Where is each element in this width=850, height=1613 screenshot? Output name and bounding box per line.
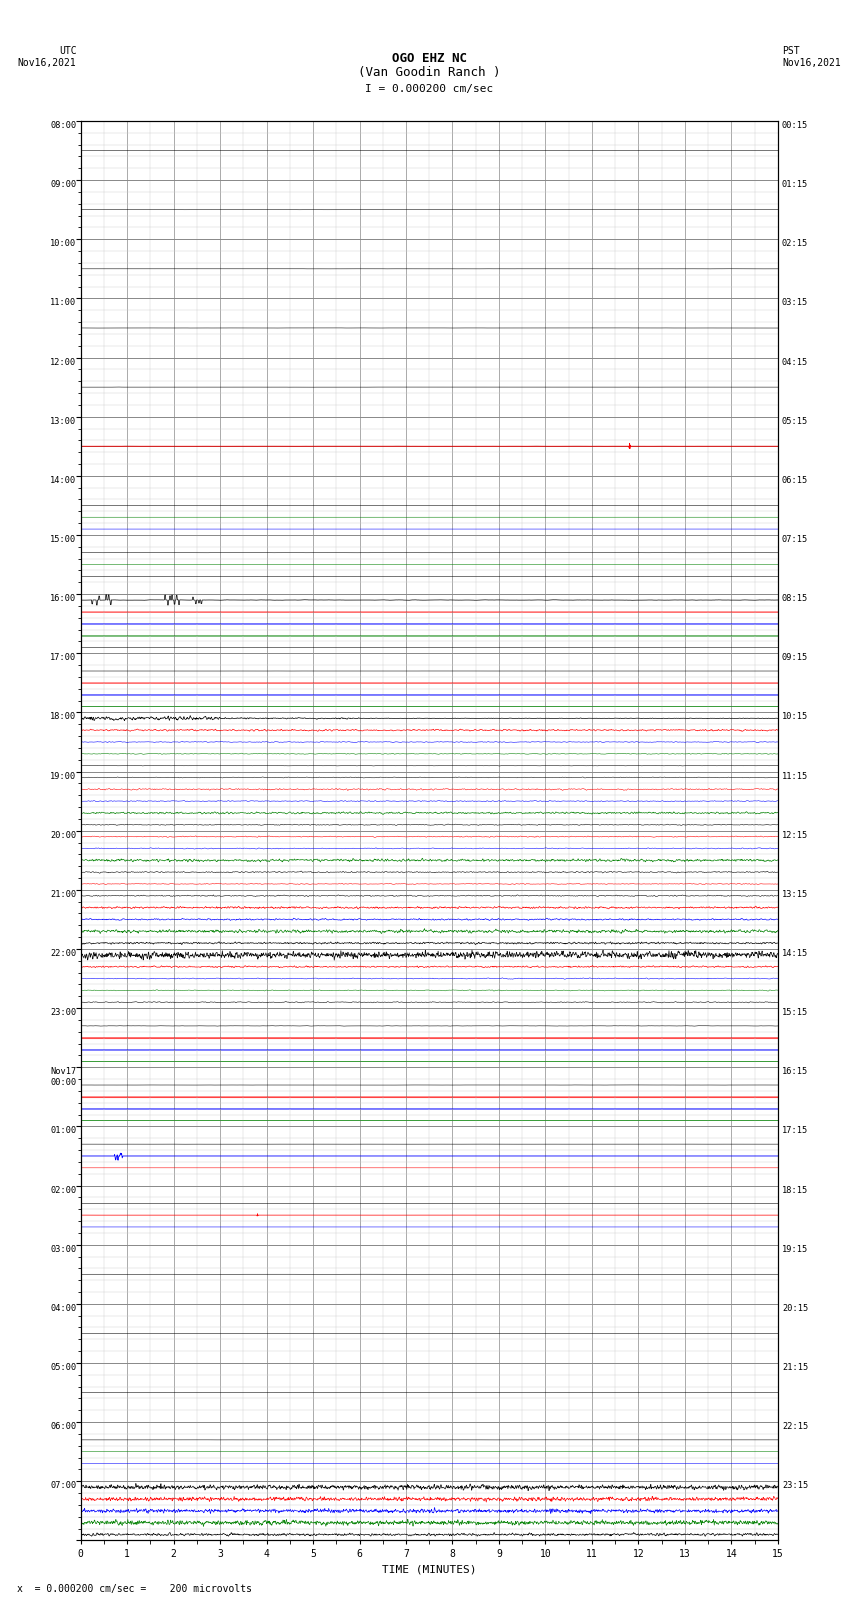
- Text: 03:15: 03:15: [782, 298, 808, 308]
- Text: 10:15: 10:15: [782, 713, 808, 721]
- Text: 22:00: 22:00: [50, 948, 76, 958]
- Text: 06:15: 06:15: [782, 476, 808, 486]
- Text: 01:15: 01:15: [782, 181, 808, 189]
- Text: 11:15: 11:15: [782, 771, 808, 781]
- Text: 07:00: 07:00: [50, 1481, 76, 1490]
- Text: 20:00: 20:00: [50, 831, 76, 840]
- Text: (Van Goodin Ranch ): (Van Goodin Ranch ): [358, 66, 501, 79]
- Text: 06:00: 06:00: [50, 1423, 76, 1431]
- Text: 19:15: 19:15: [782, 1245, 808, 1253]
- Text: 15:15: 15:15: [782, 1008, 808, 1018]
- Text: 21:00: 21:00: [50, 890, 76, 898]
- Text: 12:15: 12:15: [782, 831, 808, 840]
- Text: 16:00: 16:00: [50, 594, 76, 603]
- Text: 22:15: 22:15: [782, 1423, 808, 1431]
- Text: 13:00: 13:00: [50, 416, 76, 426]
- Text: 03:00: 03:00: [50, 1245, 76, 1253]
- Text: 02:00: 02:00: [50, 1186, 76, 1195]
- Text: UTC: UTC: [59, 47, 76, 56]
- Text: 08:00: 08:00: [50, 121, 76, 131]
- Text: 02:15: 02:15: [782, 239, 808, 248]
- Text: PST: PST: [782, 47, 800, 56]
- Text: 23:00: 23:00: [50, 1008, 76, 1018]
- Text: 05:00: 05:00: [50, 1363, 76, 1373]
- Text: 18:15: 18:15: [782, 1186, 808, 1195]
- Text: 09:00: 09:00: [50, 181, 76, 189]
- Text: 23:15: 23:15: [782, 1481, 808, 1490]
- Text: Nov16,2021: Nov16,2021: [782, 58, 841, 68]
- Text: 07:15: 07:15: [782, 536, 808, 544]
- Text: 04:00: 04:00: [50, 1303, 76, 1313]
- Text: 17:15: 17:15: [782, 1126, 808, 1136]
- Text: 05:15: 05:15: [782, 416, 808, 426]
- Text: 20:15: 20:15: [782, 1303, 808, 1313]
- Text: 09:15: 09:15: [782, 653, 808, 663]
- X-axis label: TIME (MINUTES): TIME (MINUTES): [382, 1565, 477, 1574]
- Text: 08:15: 08:15: [782, 594, 808, 603]
- Text: 14:00: 14:00: [50, 476, 76, 486]
- Text: Nov16,2021: Nov16,2021: [18, 58, 76, 68]
- Text: 21:15: 21:15: [782, 1363, 808, 1373]
- Text: 00:15: 00:15: [782, 121, 808, 131]
- Text: 04:15: 04:15: [782, 358, 808, 366]
- Text: OGO EHZ NC: OGO EHZ NC: [392, 52, 467, 65]
- Text: 16:15: 16:15: [782, 1068, 808, 1076]
- Text: 12:00: 12:00: [50, 358, 76, 366]
- Text: I = 0.000200 cm/sec: I = 0.000200 cm/sec: [366, 84, 493, 94]
- Text: Nov17
00:00: Nov17 00:00: [50, 1068, 76, 1087]
- Text: 14:15: 14:15: [782, 948, 808, 958]
- Text: 17:00: 17:00: [50, 653, 76, 663]
- Text: 11:00: 11:00: [50, 298, 76, 308]
- Text: x  = 0.000200 cm/sec =    200 microvolts: x = 0.000200 cm/sec = 200 microvolts: [17, 1584, 252, 1594]
- Text: 10:00: 10:00: [50, 239, 76, 248]
- Text: 13:15: 13:15: [782, 890, 808, 898]
- Text: 19:00: 19:00: [50, 771, 76, 781]
- Text: 01:00: 01:00: [50, 1126, 76, 1136]
- Text: 18:00: 18:00: [50, 713, 76, 721]
- Text: 15:00: 15:00: [50, 536, 76, 544]
